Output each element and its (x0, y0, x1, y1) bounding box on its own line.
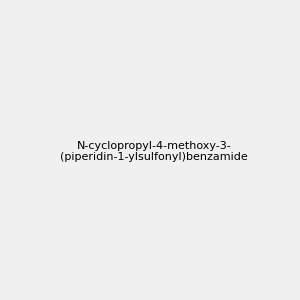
Text: N-cyclopropyl-4-methoxy-3-
(piperidin-1-ylsulfonyl)benzamide: N-cyclopropyl-4-methoxy-3- (piperidin-1-… (60, 141, 248, 162)
